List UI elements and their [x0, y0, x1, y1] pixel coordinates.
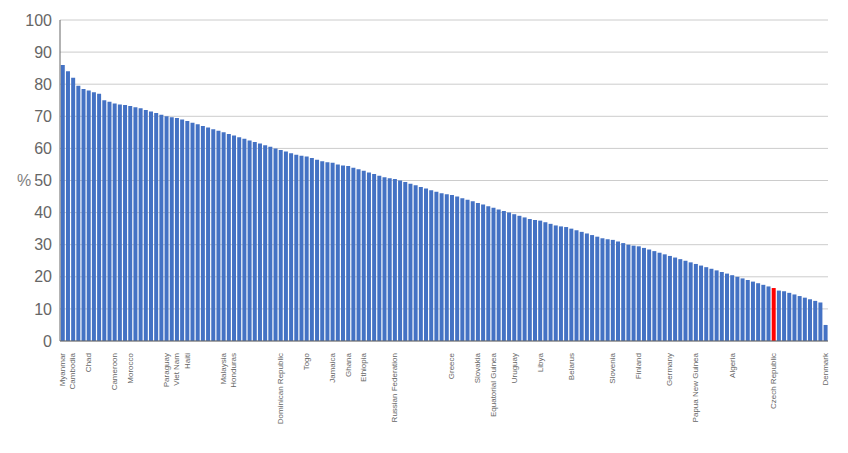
svg-text:Ghana: Ghana [344, 352, 353, 377]
svg-text:40: 40 [34, 204, 52, 221]
svg-text:100: 100 [25, 12, 52, 29]
svg-text:Papua New Guinea: Papua New Guinea [691, 352, 700, 422]
svg-text:Paraguay: Paraguay [162, 353, 171, 387]
svg-text:Russian Federation: Russian Federation [390, 353, 399, 422]
svg-text:Ethiopia: Ethiopia [359, 352, 368, 381]
svg-text:Algeria: Algeria [728, 352, 737, 377]
svg-text:Jamaica: Jamaica [328, 352, 337, 382]
svg-text:%: % [17, 172, 31, 189]
svg-text:80: 80 [34, 76, 52, 93]
svg-text:Viet Nam: Viet Nam [172, 353, 181, 386]
svg-text:Morocco: Morocco [126, 352, 135, 383]
svg-text:20: 20 [34, 268, 52, 285]
svg-text:Togo: Togo [302, 352, 311, 370]
svg-text:Slovenia: Slovenia [608, 352, 617, 383]
svg-text:Czech Republic: Czech Republic [769, 353, 778, 409]
svg-text:Chad: Chad [84, 353, 93, 372]
svg-text:Myanmar: Myanmar [58, 353, 67, 387]
svg-text:10: 10 [34, 301, 52, 318]
svg-text:90: 90 [34, 44, 52, 61]
svg-text:Belarus: Belarus [567, 353, 576, 380]
svg-text:Uruguay: Uruguay [510, 353, 519, 383]
svg-text:0: 0 [43, 333, 52, 350]
svg-text:Malaysia: Malaysia [219, 352, 228, 384]
svg-text:60: 60 [34, 140, 52, 157]
svg-text:70: 70 [34, 108, 52, 125]
svg-text:Greece: Greece [447, 352, 456, 379]
svg-text:Cameroon: Cameroon [110, 353, 119, 390]
svg-text:Haiti: Haiti [183, 353, 192, 369]
svg-text:Slovakia: Slovakia [473, 352, 482, 383]
svg-text:50: 50 [34, 172, 52, 189]
svg-text:30: 30 [34, 236, 52, 253]
svg-text:Dominican Republic: Dominican Republic [276, 353, 285, 424]
svg-text:Cambodia: Cambodia [68, 352, 77, 389]
svg-text:Denmark: Denmark [821, 352, 830, 385]
svg-text:Honduras: Honduras [229, 353, 238, 388]
svg-text:Finland: Finland [634, 353, 643, 379]
svg-text:Libya: Libya [536, 352, 545, 372]
svg-text:Equatorial Guinea: Equatorial Guinea [489, 352, 498, 417]
svg-text:Germany: Germany [665, 353, 674, 386]
